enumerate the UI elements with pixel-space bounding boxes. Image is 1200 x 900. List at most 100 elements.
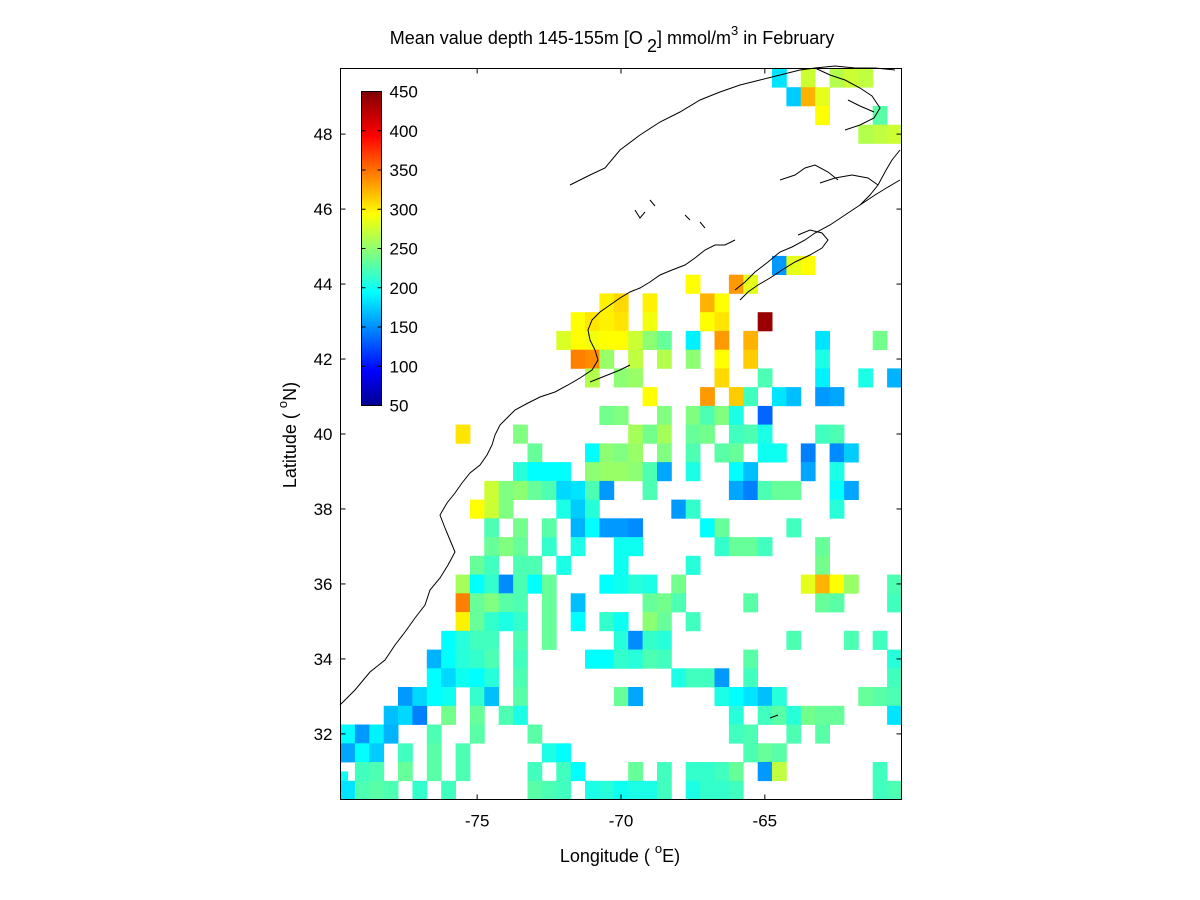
y-tick-label: 42: [314, 350, 333, 369]
heatmap-cell: [613, 368, 629, 388]
heatmap-cell: [757, 443, 773, 463]
heatmap-cell: [772, 743, 787, 763]
heatmap-cell: [714, 293, 730, 313]
heatmap-cell: [772, 762, 787, 782]
heatmap-cell: [872, 124, 888, 144]
heatmap-cell: [829, 574, 845, 594]
heatmap-cell: [556, 480, 572, 500]
heatmap-cell: [714, 687, 730, 707]
heatmap-cell: [800, 443, 816, 463]
heatmap-cell: [685, 424, 701, 444]
heatmap-cell: [858, 68, 874, 88]
heatmap-cell: [844, 443, 859, 463]
heatmap-cell: [743, 349, 759, 369]
heatmap-cell: [570, 499, 586, 519]
heatmap-cell: [556, 499, 572, 519]
heatmap-cell: [757, 424, 773, 444]
heatmap-cell: [383, 724, 399, 744]
heatmap-cell: [613, 630, 629, 650]
heatmap-cell: [426, 762, 442, 782]
heatmap-cell: [498, 574, 514, 594]
x-tick-label: -70: [609, 812, 634, 831]
heatmap-cell: [800, 574, 816, 594]
heatmap-cell: [800, 68, 816, 88]
heatmap-cell: [772, 255, 787, 275]
heatmap-cell: [541, 780, 557, 800]
heatmap-cell: [657, 612, 672, 632]
x-tick-label: -65: [753, 812, 778, 831]
colorbar-tick-label: 100: [390, 357, 418, 376]
heatmap-cell: [772, 443, 787, 463]
heatmap-cell: [426, 649, 442, 669]
heatmap-cell: [628, 649, 643, 669]
colorbar-tick-label: 400: [390, 122, 418, 141]
heatmap-cell: [412, 780, 428, 800]
heatmap-cell: [455, 612, 471, 632]
heatmap-cell: [613, 537, 629, 557]
heatmap-cell: [815, 387, 830, 407]
heatmap-cell: [657, 462, 672, 482]
heatmap-cell: [887, 705, 902, 725]
heatmap-cell: [714, 518, 730, 538]
heatmap-cell: [398, 743, 413, 763]
heatmap-cell: [728, 387, 744, 407]
heatmap-cell: [412, 687, 428, 707]
heatmap-cell: [728, 480, 744, 500]
heatmap-cell: [685, 462, 701, 482]
heatmap-cell: [700, 668, 715, 688]
heatmap-cell: [570, 330, 586, 350]
heatmap-cell: [484, 649, 500, 669]
heatmap-cell: [714, 668, 730, 688]
heatmap-cell: [642, 424, 658, 444]
heatmap-cell: [743, 274, 759, 294]
y-tick-label: 38: [314, 500, 333, 519]
heatmap-cell: [527, 462, 543, 482]
heatmap-cell: [441, 687, 456, 707]
heatmap-cell: [513, 649, 528, 669]
heatmap-cell: [412, 705, 428, 725]
heatmap-cell: [541, 743, 557, 763]
heatmap-cell: [815, 555, 830, 575]
heatmap-cell: [743, 330, 759, 350]
heatmap-cell: [728, 424, 744, 444]
x-tick-label: -75: [465, 812, 490, 831]
heatmap-cell: [513, 424, 528, 444]
heatmap-cell: [700, 762, 715, 782]
heatmap-cell: [628, 349, 643, 369]
heatmap-cell: [455, 649, 471, 669]
heatmap-cell: [786, 705, 802, 725]
heatmap-cell: [541, 574, 557, 594]
heatmap-cell: [585, 780, 600, 800]
heatmap-cell: [513, 630, 528, 650]
heatmap-cell: [455, 424, 471, 444]
heatmap-cell: [872, 630, 888, 650]
heatmap-cell: [786, 518, 802, 538]
heatmap-cell: [441, 705, 456, 725]
heatmap-cell: [628, 537, 643, 557]
heatmap-cell: [844, 480, 859, 500]
heatmap-cell: [470, 499, 485, 519]
heatmap-cell: [570, 612, 586, 632]
heatmap-cell: [714, 762, 730, 782]
heatmap-cell: [354, 743, 370, 763]
heatmap-cell: [441, 649, 456, 669]
heatmap-cell: [743, 537, 759, 557]
heatmap-cell: [700, 780, 715, 800]
heatmap-cell: [470, 705, 485, 725]
heatmap-cell: [354, 780, 370, 800]
heatmap-cell: [728, 443, 744, 463]
heatmap-cell: [728, 274, 744, 294]
heatmap-cell: [858, 368, 874, 388]
heatmap-cell: [628, 762, 643, 782]
heatmap-cell: [642, 462, 658, 482]
heatmap-cell: [599, 612, 615, 632]
heatmap-cell: [844, 68, 859, 88]
heatmap-cell: [829, 443, 845, 463]
heatmap-cell: [829, 480, 845, 500]
heatmap-cell: [700, 405, 715, 425]
heatmap-cell: [786, 387, 802, 407]
heatmap-cell: [513, 518, 528, 538]
heatmap-cell: [728, 405, 744, 425]
heatmap-cell: [887, 368, 902, 388]
